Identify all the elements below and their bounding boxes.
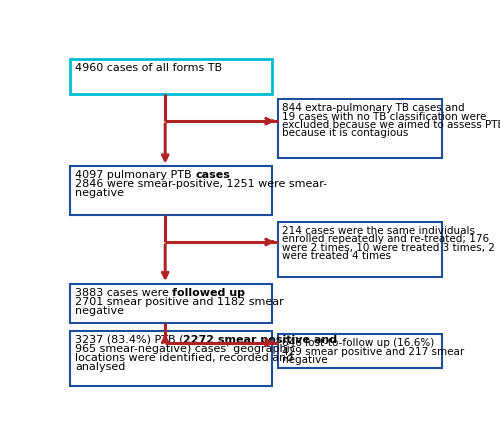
FancyBboxPatch shape (70, 284, 272, 323)
Text: 4960 cases of all forms TB: 4960 cases of all forms TB (75, 63, 222, 73)
FancyBboxPatch shape (278, 334, 442, 368)
Text: 19 cases with no TB classification were: 19 cases with no TB classification were (282, 112, 486, 122)
Text: excluded because we aimed to assess PTB: excluded because we aimed to assess PTB (282, 120, 500, 130)
Text: because it is contagious: because it is contagious (282, 129, 408, 139)
Text: 2272 smear positive and: 2272 smear positive and (184, 335, 338, 345)
FancyBboxPatch shape (70, 331, 272, 386)
FancyBboxPatch shape (70, 167, 272, 215)
Text: cases: cases (195, 170, 230, 181)
Text: negative: negative (282, 355, 328, 365)
Text: 2846 were smear-positive, 1251 were smear-: 2846 were smear-positive, 1251 were smea… (75, 180, 327, 189)
FancyBboxPatch shape (70, 59, 272, 94)
Text: followed up: followed up (172, 288, 246, 298)
Text: 2701 smear positive and 1182 smear: 2701 smear positive and 1182 smear (75, 297, 284, 307)
Text: negative: negative (75, 188, 124, 198)
FancyBboxPatch shape (278, 222, 442, 277)
Text: enrolled repeatedly and re-treated; 176: enrolled repeatedly and re-treated; 176 (282, 234, 490, 244)
Text: 4097 pulmonary PTB: 4097 pulmonary PTB (75, 170, 195, 181)
Text: 429 smear positive and 217 smear: 429 smear positive and 217 smear (282, 347, 465, 357)
Text: analysed: analysed (75, 362, 126, 372)
Text: were 2 times, 10 were treated 3 times, 2: were 2 times, 10 were treated 3 times, 2 (282, 243, 495, 252)
Text: were treated 4 times: were treated 4 times (282, 251, 391, 261)
Text: 844 extra-pulmonary TB cases and: 844 extra-pulmonary TB cases and (282, 103, 465, 113)
Text: 965 smear-negative) cases’ geographic: 965 smear-negative) cases’ geographic (75, 344, 296, 354)
Text: 214 cases were the same individuals: 214 cases were the same individuals (282, 226, 475, 236)
Text: 646 lost-to-follow up (16.6%): 646 lost-to-follow up (16.6%) (282, 338, 434, 348)
Text: 3237 (83.4%) PTB (: 3237 (83.4%) PTB ( (75, 335, 184, 345)
Text: negative: negative (75, 306, 124, 316)
FancyBboxPatch shape (278, 99, 442, 158)
Text: 3883 cases were: 3883 cases were (75, 288, 172, 298)
Text: locations were identified, recorded and: locations were identified, recorded and (75, 353, 294, 363)
